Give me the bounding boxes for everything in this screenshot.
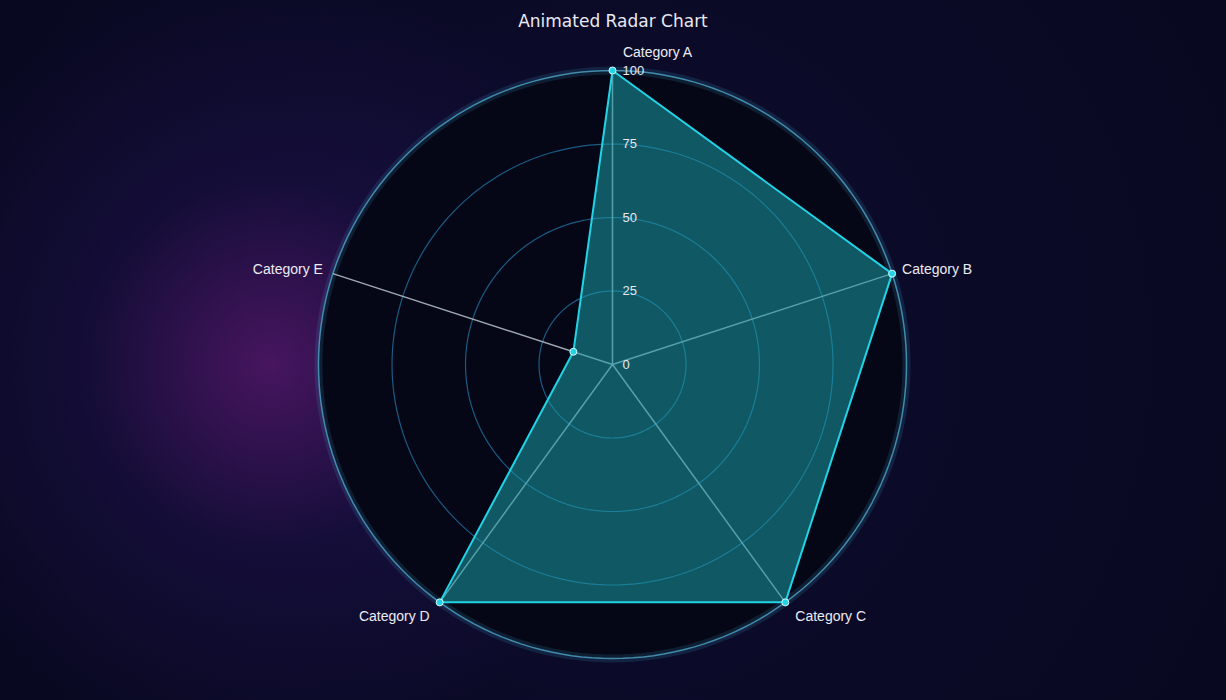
svg-text:100: 100	[623, 63, 645, 78]
svg-text:Category D: Category D	[359, 608, 430, 624]
svg-text:25: 25	[623, 283, 637, 298]
html-text:Animated Radar Chart: Animated Radar Chart	[518, 11, 708, 31]
svg-text:50: 50	[623, 210, 637, 225]
svg-text:Category E: Category E	[253, 261, 323, 277]
svg-text:Category C: Category C	[795, 608, 866, 624]
svg-text:0: 0	[623, 357, 630, 372]
svg-text:Category A: Category A	[623, 44, 693, 60]
svg-text:75: 75	[623, 136, 637, 151]
svg-text:Category B: Category B	[902, 261, 972, 277]
